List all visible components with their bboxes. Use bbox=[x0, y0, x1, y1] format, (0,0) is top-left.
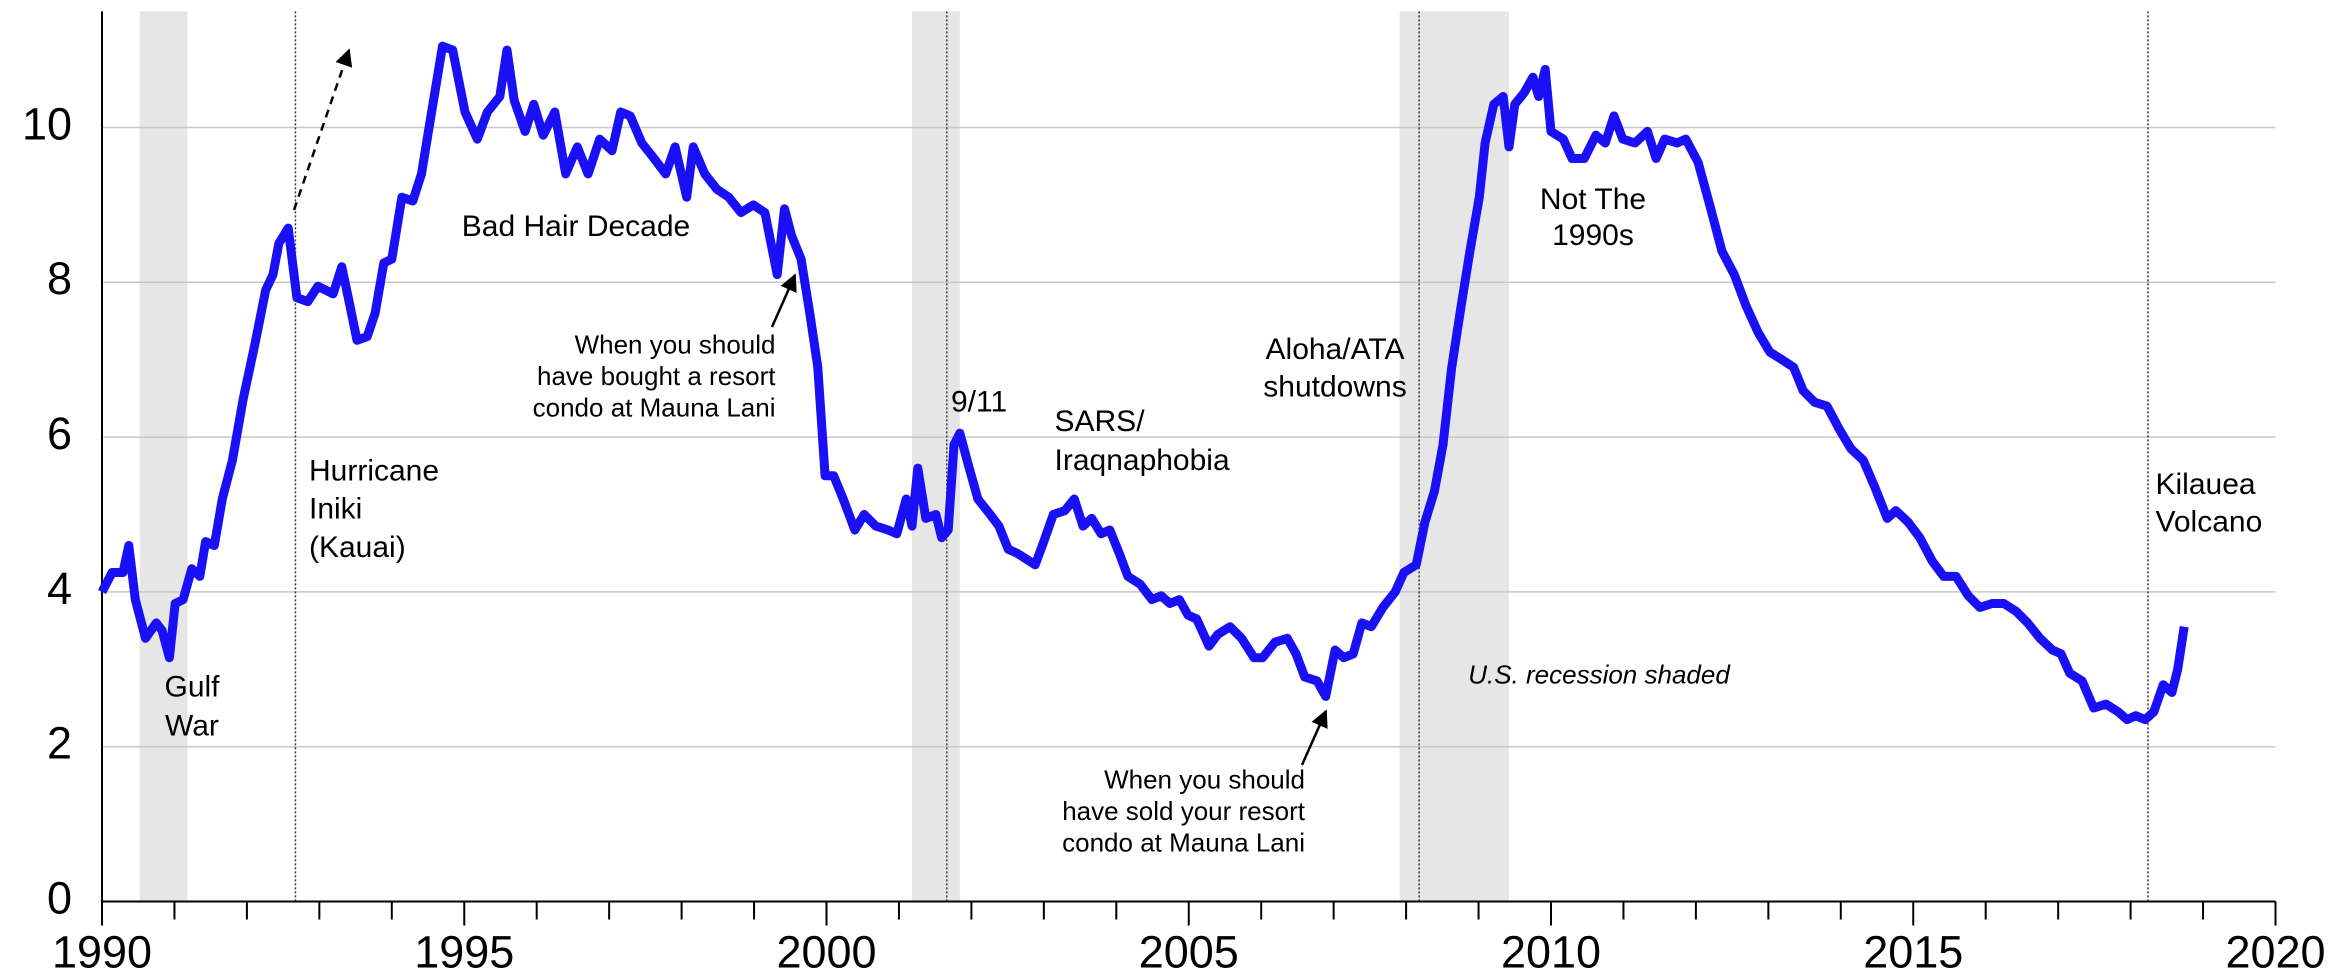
y-tick-label: 4 bbox=[47, 563, 72, 614]
annotation: When you should bbox=[575, 329, 776, 359]
x-tick-label: 2000 bbox=[776, 926, 876, 977]
annotation: U.S. recession shaded bbox=[1468, 659, 1731, 689]
x-tick-label: 2005 bbox=[1139, 926, 1239, 977]
annotation: Hurricane bbox=[309, 454, 439, 487]
recession-band bbox=[1399, 11, 1509, 902]
annotation: War bbox=[165, 709, 219, 742]
annotation: (Kauai) bbox=[309, 531, 406, 564]
y-tick-label: 6 bbox=[47, 408, 72, 459]
annotation: condo at Mauna Lani bbox=[533, 392, 776, 422]
annotation: Iraqnaphobia bbox=[1055, 444, 1230, 477]
annotation: have bought a resort bbox=[537, 361, 776, 391]
y-tick-label: 2 bbox=[47, 718, 72, 769]
annotation: SARS/ bbox=[1055, 405, 1146, 438]
annotation: 1990s bbox=[1552, 219, 1634, 252]
x-tick-label: 2010 bbox=[1501, 926, 1601, 977]
annotation: When you should bbox=[1104, 764, 1305, 794]
y-tick-label: 8 bbox=[47, 253, 72, 304]
foreground-layer: 0 2 4 6 8 10 1990 1995 2000 2005 2010 2015 2020 Gulf W… bbox=[22, 11, 2326, 977]
recession-band bbox=[139, 11, 188, 902]
annotation: shutdowns bbox=[1263, 370, 1406, 403]
x-tick-label: 1990 bbox=[52, 926, 152, 977]
annotation: Not The bbox=[1540, 183, 1646, 216]
x-tick-label: 2020 bbox=[2225, 926, 2325, 977]
arrow bbox=[770, 273, 797, 328]
annotation: condo at Mauna Lani bbox=[1062, 827, 1305, 857]
y-tick-label: 0 bbox=[47, 872, 72, 923]
annotation: Iniki bbox=[309, 493, 362, 526]
x-tick-label: 1995 bbox=[414, 926, 514, 977]
annotation: Volcano bbox=[2156, 505, 2263, 538]
annotation: Bad Hair Decade bbox=[462, 210, 690, 243]
annotation: Aloha/ATA bbox=[1266, 333, 1405, 366]
annotation: Gulf bbox=[164, 670, 220, 703]
annotation: have sold your resort bbox=[1062, 796, 1306, 826]
annotation: 9/11 bbox=[951, 385, 1007, 418]
arrow bbox=[292, 48, 353, 211]
x-tick-label: 2015 bbox=[1863, 926, 1963, 977]
arrow bbox=[1300, 709, 1328, 766]
data-line bbox=[98, 41, 2189, 725]
annotation: Kilauea bbox=[2156, 468, 2256, 501]
y-tick-label: 10 bbox=[22, 98, 72, 149]
